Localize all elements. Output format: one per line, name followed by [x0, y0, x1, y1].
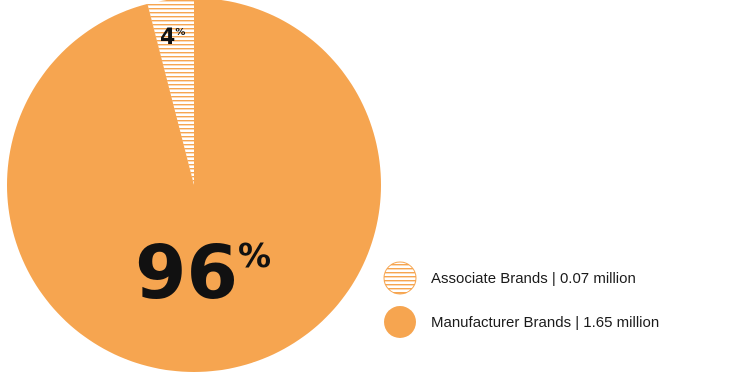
pie-slice-manufacturer-brands: [7, 0, 381, 372]
legend-label-manufacturer-brands: Manufacturer Brands | 1.65 million: [431, 314, 659, 331]
pie-slice-associate-brands: [147, 0, 194, 185]
slice-label-associate-brands: 4%: [160, 25, 185, 50]
legend-swatch-manufacturer-brands: [384, 306, 416, 338]
legend-label-associate-brands: Associate Brands | 0.07 million: [431, 270, 636, 287]
legend-swatch-associate-brands: [383, 261, 417, 295]
legend: Associate Brands | 0.07 million Manufactu…: [383, 261, 659, 338]
slice-label-manufacturer-brands: 96%: [135, 230, 271, 316]
